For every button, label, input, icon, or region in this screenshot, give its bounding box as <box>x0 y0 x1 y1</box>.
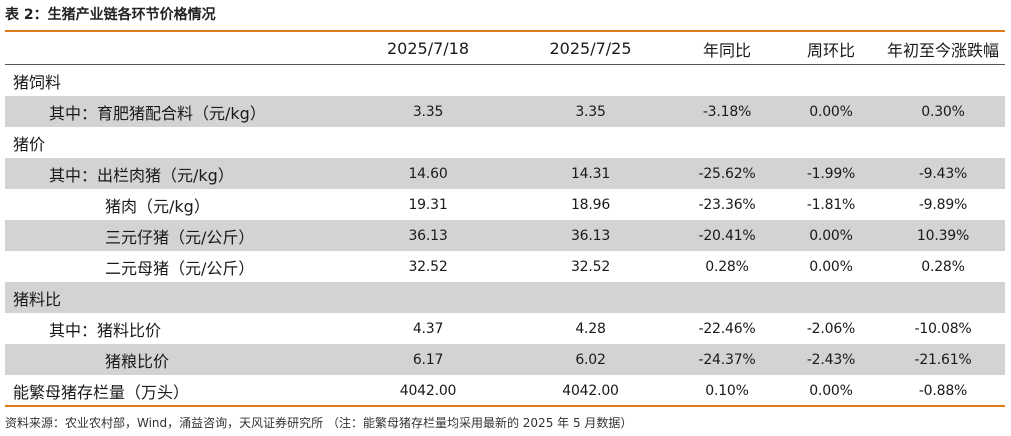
table-cell: 3.35 <box>348 96 508 127</box>
table-cell <box>881 282 1005 313</box>
table-cell: 0.00% <box>781 96 881 127</box>
row-label: 其中：育肥猪配合料（元/kg） <box>5 96 348 127</box>
table-cell: 4.28 <box>575 320 606 337</box>
bottom-rule <box>5 405 1005 407</box>
table-cell: -0.88% <box>918 382 968 399</box>
table-cell <box>348 127 508 158</box>
table-cell: 0.00% <box>809 258 853 275</box>
table-cell: 0.28% <box>705 258 749 275</box>
table-cell: -23.36% <box>698 196 756 213</box>
table-cell: 6.17 <box>348 344 508 375</box>
row-label: 猪饲料 <box>13 72 62 92</box>
table-cell: -2.06% <box>806 320 856 337</box>
table-row: 三元仔猪（元/公斤） 36.13 36.13 -20.41% 0.00% 10.39% <box>5 220 1005 251</box>
table-cell: 19.31 <box>408 196 448 213</box>
table-cell <box>673 65 781 97</box>
source-note: 资料来源：农业农村部，Wind，涌益咨询，天风证券研究所 （注：能繁母猪存栏量均… <box>5 416 633 430</box>
row-label: 其中：出栏肉猪（元/kg） <box>5 158 348 189</box>
table-cell: 0.28% <box>921 258 965 275</box>
table-cell: -2.43% <box>781 344 881 375</box>
table-cell: -9.43% <box>881 158 1005 189</box>
table-cell: -3.18% <box>673 96 781 127</box>
table-row: 其中：育肥猪配合料（元/kg） 3.35 3.35 -3.18% 0.00% 0.30% <box>5 96 1005 127</box>
table-cell: 0.10% <box>705 382 749 399</box>
table-cell: -20.41% <box>673 220 781 251</box>
table-cell <box>508 127 673 158</box>
table-cell: 0.00% <box>781 220 881 251</box>
table-cell: -21.61% <box>881 344 1005 375</box>
table-title: 表 2：生猪产业链各环节价格情况 <box>5 7 216 23</box>
table-cell: 14.31 <box>508 158 673 189</box>
table-row: 能繁母猪存栏量（万头） 4042.00 4042.00 0.10% 0.00% -0.88… <box>5 375 1005 406</box>
table-cell: -25.62% <box>673 158 781 189</box>
header-cell: 2025/7/18 <box>386 39 470 58</box>
table-cell: 32.52 <box>570 258 611 275</box>
table-row: 其中：猪料比价 4.37 4.28 -22.46% -2.06% -10.08% <box>5 313 1005 344</box>
row-label: 猪料比 <box>5 282 348 313</box>
table-cell <box>673 127 781 158</box>
table-cell: 14.60 <box>348 158 508 189</box>
table-cell <box>881 65 1005 97</box>
table-cell: 3.35 <box>508 96 673 127</box>
table-cell <box>348 65 508 97</box>
table-cell: -9.89% <box>918 196 968 213</box>
row-label: 猪肉（元/kg） <box>105 196 210 216</box>
table-cell: 18.96 <box>570 196 611 213</box>
row-label: 三元仔猪（元/公斤） <box>5 220 348 251</box>
header-row: 2025/7/18 2025/7/25 年同比 周环比 年初至今涨跌幅 <box>5 33 1005 65</box>
table-cell <box>348 282 508 313</box>
table-cell: 4.37 <box>412 320 444 337</box>
table-cell: 10.39% <box>881 220 1005 251</box>
header-cell: 年同比 <box>702 40 751 60</box>
price-table: 2025/7/18 2025/7/25 年同比 周环比 年初至今涨跌幅 猪饲料其… <box>5 33 1005 406</box>
table-row: 猪价 <box>5 127 1005 158</box>
header-cell: 周环比 <box>806 40 855 60</box>
row-label: 猪价 <box>13 134 46 154</box>
table-row: 二元母猪（元/公斤） 32.52 32.52 0.28% 0.00% 0.28% <box>5 251 1005 282</box>
table-row: 猪肉（元/kg） 19.31 18.96 -23.36% -1.81% -9.89% <box>5 189 1005 220</box>
header-cell <box>5 33 348 65</box>
table-cell: -24.37% <box>673 344 781 375</box>
table-cell: -1.81% <box>806 196 856 213</box>
row-label: 二元母猪（元/公斤） <box>105 258 255 278</box>
top-rule <box>5 30 1005 32</box>
table-cell <box>781 127 881 158</box>
table-row: 猪饲料 <box>5 65 1005 97</box>
row-label: 能繁母猪存栏量（万头） <box>13 382 190 402</box>
table-cell: -22.46% <box>698 320 756 337</box>
table-cell: 36.13 <box>348 220 508 251</box>
table-cell: 0.00% <box>809 382 853 399</box>
header-cell: 2025/7/25 <box>549 39 632 58</box>
table-cell <box>881 127 1005 158</box>
table-row: 猪料比 <box>5 282 1005 313</box>
table-row: 其中：出栏肉猪（元/kg） 14.60 14.31 -25.62% -1.99% -9.4… <box>5 158 1005 189</box>
table-cell: 36.13 <box>508 220 673 251</box>
table-cell <box>673 282 781 313</box>
table-cell <box>781 65 881 97</box>
row-label: 其中：猪料比价 <box>49 320 162 340</box>
table-cell: 0.30% <box>881 96 1005 127</box>
header-cell: 年初至今涨跌幅 <box>886 40 999 60</box>
row-label: 猪粮比价 <box>5 344 348 375</box>
table-cell: 6.02 <box>508 344 673 375</box>
table-cell <box>781 282 881 313</box>
table-cell: 4042.00 <box>562 382 619 399</box>
table-cell: 32.52 <box>408 258 448 275</box>
table-cell <box>508 282 673 313</box>
table-row: 猪粮比价 6.17 6.02 -24.37% -2.43% -21.61% <box>5 344 1005 375</box>
table-cell: -1.99% <box>781 158 881 189</box>
table-cell <box>508 65 673 97</box>
table-cell: 4042.00 <box>399 382 457 399</box>
table-cell: -10.08% <box>914 320 972 337</box>
